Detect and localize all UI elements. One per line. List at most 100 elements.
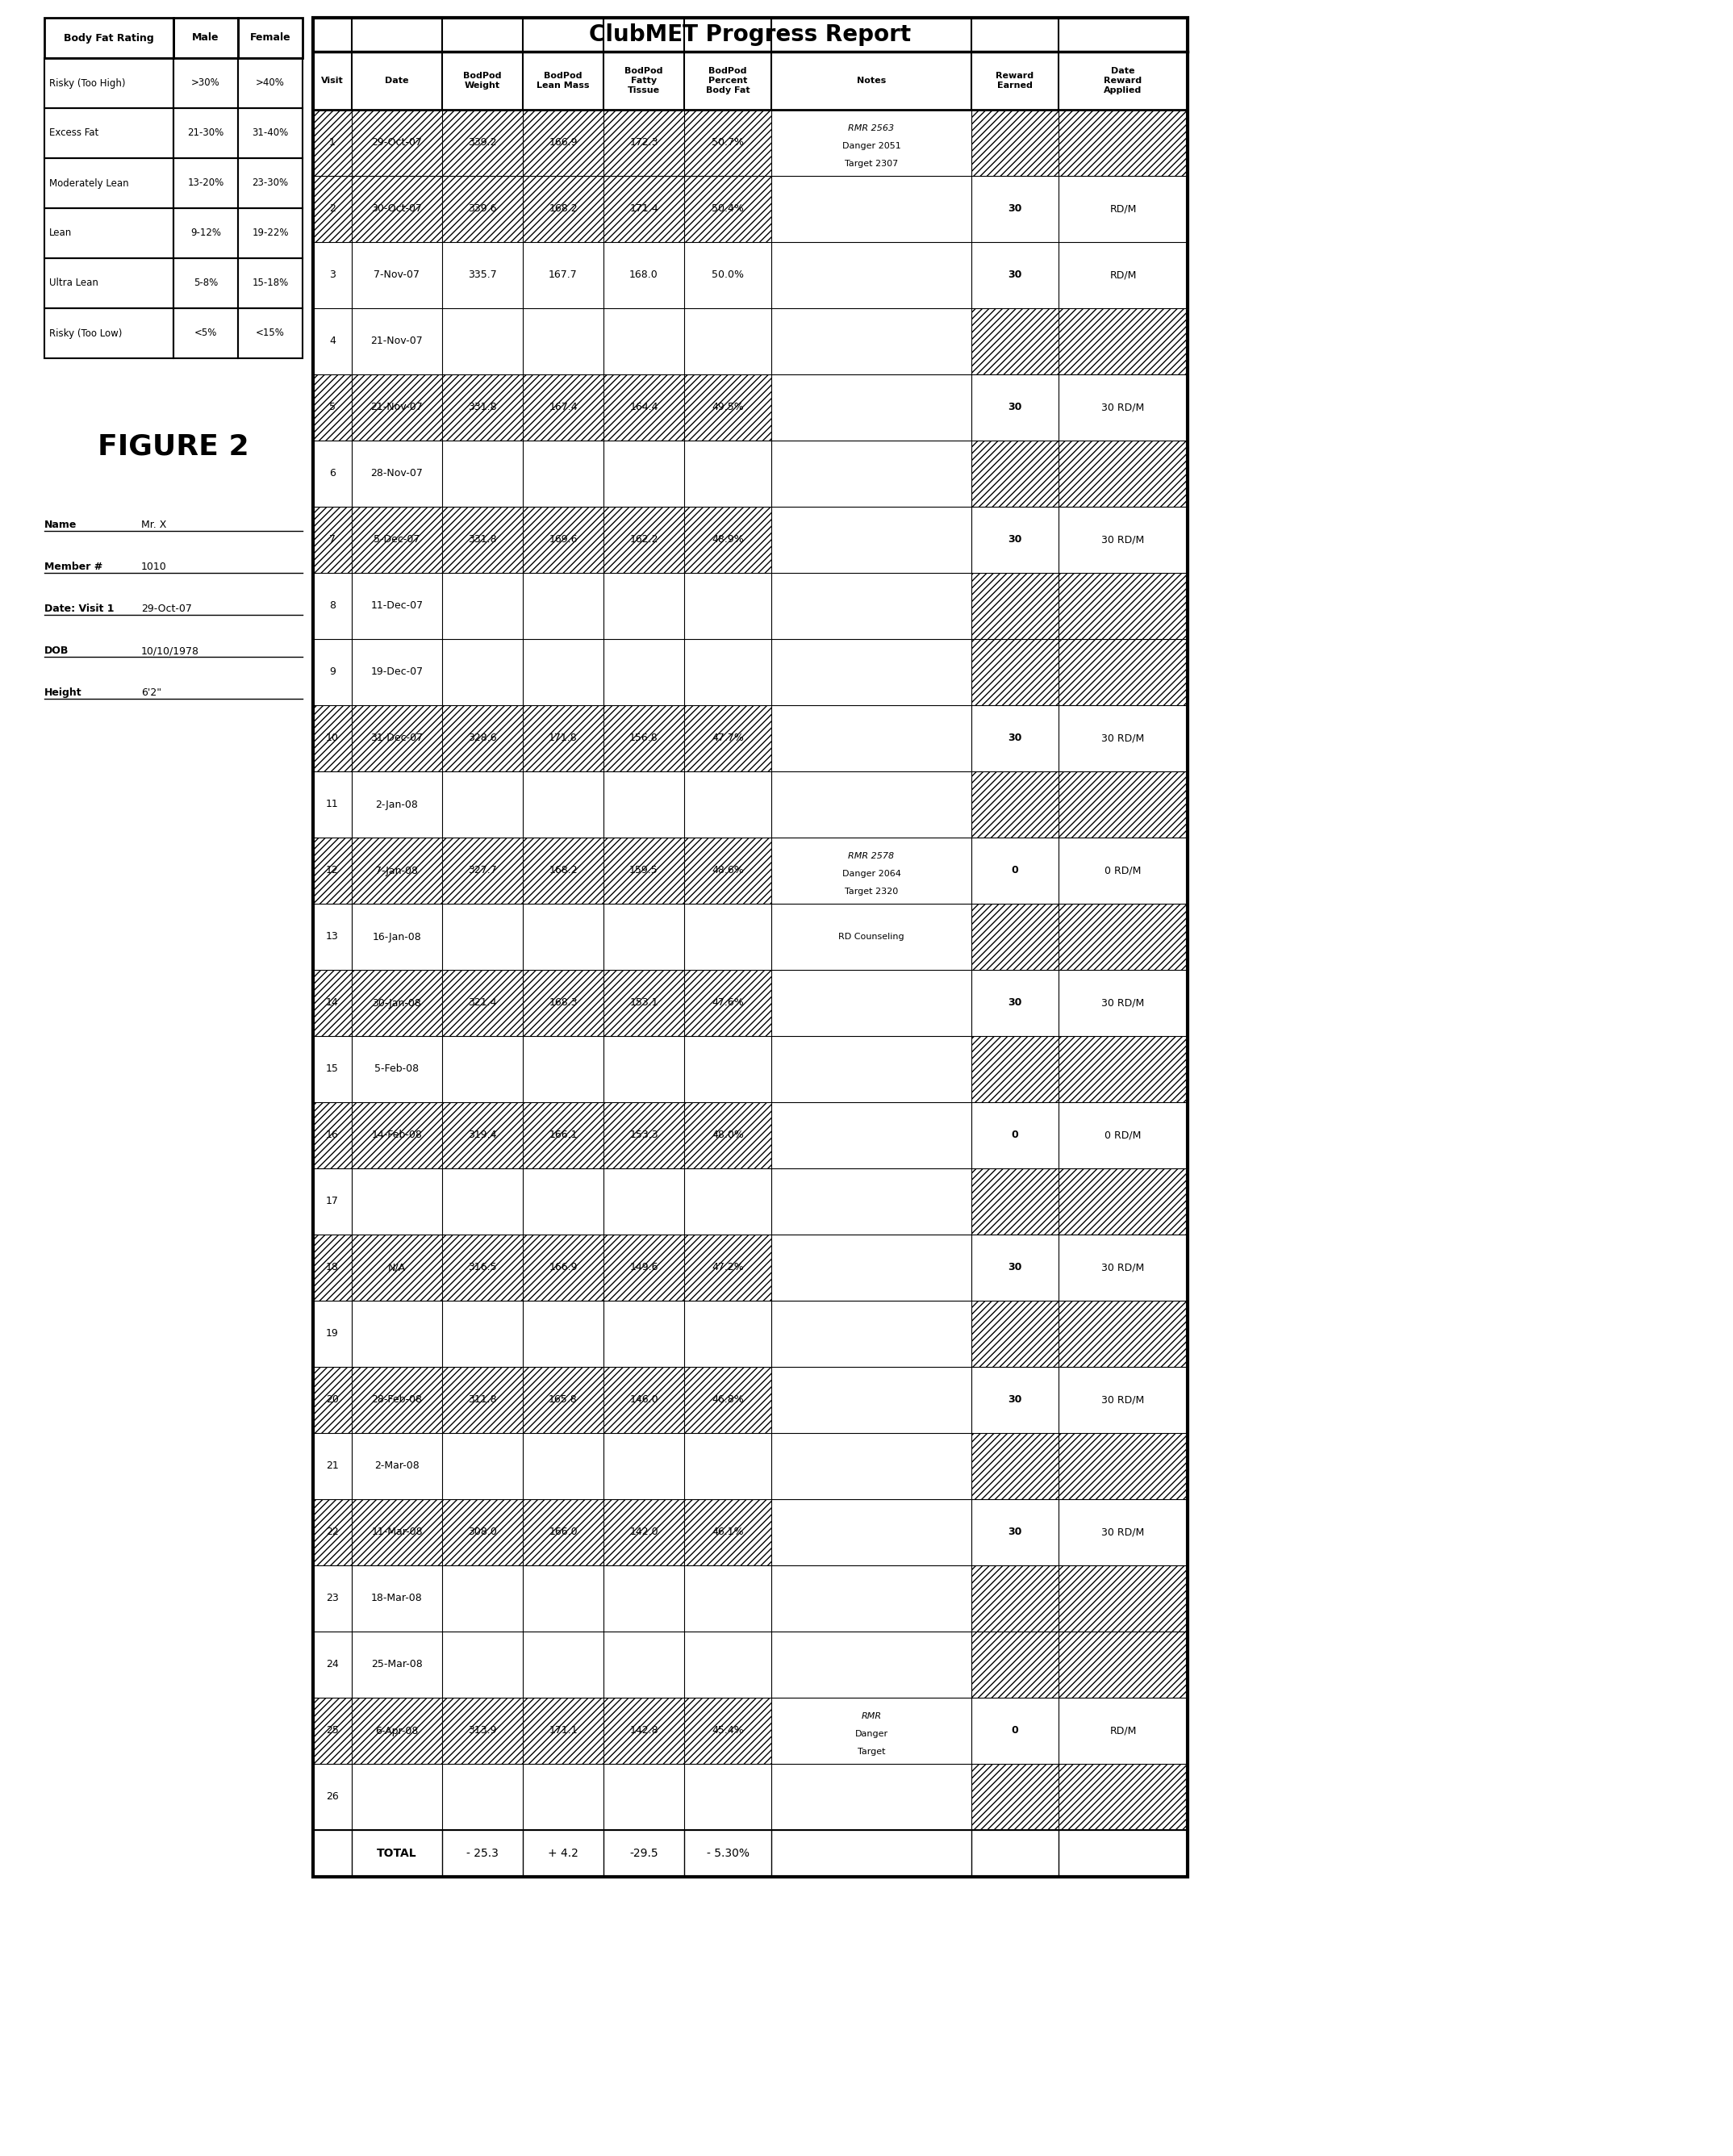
Text: RD/M: RD/M xyxy=(1109,270,1137,280)
Text: Height: Height xyxy=(45,688,81,699)
Bar xyxy=(685,705,771,772)
Bar xyxy=(685,177,771,241)
Text: 7: 7 xyxy=(329,535,336,545)
Text: 18: 18 xyxy=(326,1263,340,1272)
Bar xyxy=(352,177,442,241)
Text: Reward
Earned: Reward Earned xyxy=(996,71,1035,88)
Text: 14: 14 xyxy=(326,998,338,1009)
Text: 10: 10 xyxy=(326,733,340,744)
Text: 21-Nov-07: 21-Nov-07 xyxy=(371,336,423,347)
Text: 24: 24 xyxy=(326,1660,338,1671)
Text: 10/10/1978: 10/10/1978 xyxy=(140,645,199,655)
Text: 30 RD/M: 30 RD/M xyxy=(1102,403,1144,412)
Bar xyxy=(442,110,523,177)
Bar xyxy=(1059,440,1187,507)
Text: 11: 11 xyxy=(326,800,338,811)
Text: Date: Visit 1: Date: Visit 1 xyxy=(45,604,114,614)
Text: 30: 30 xyxy=(1009,733,1022,744)
Bar xyxy=(1059,1037,1187,1102)
Text: 48.0%: 48.0% xyxy=(712,1130,743,1141)
Text: 171.8: 171.8 xyxy=(549,733,577,744)
Text: FIGURE 2: FIGURE 2 xyxy=(97,433,250,461)
Text: 166.1: 166.1 xyxy=(549,1130,577,1141)
Bar xyxy=(972,772,1059,837)
Text: 165.8: 165.8 xyxy=(549,1395,577,1406)
Text: 19: 19 xyxy=(326,1328,338,1339)
Text: 168.3: 168.3 xyxy=(549,998,577,1009)
Bar xyxy=(173,58,237,108)
Text: 28-Feb-08: 28-Feb-08 xyxy=(371,1395,423,1406)
Bar xyxy=(972,903,1059,970)
Text: RMR: RMR xyxy=(861,1712,882,1720)
Bar xyxy=(523,970,603,1037)
Text: 30 RD/M: 30 RD/M xyxy=(1102,1395,1144,1406)
Text: 30 RD/M: 30 RD/M xyxy=(1102,733,1144,744)
Text: 13: 13 xyxy=(326,931,338,942)
Text: 168.0: 168.0 xyxy=(629,270,659,280)
Bar xyxy=(1059,772,1187,837)
Bar xyxy=(352,1102,442,1169)
Bar xyxy=(1059,903,1187,970)
Bar xyxy=(685,110,771,177)
Bar xyxy=(1059,573,1187,638)
Bar xyxy=(352,110,442,177)
Text: Female: Female xyxy=(250,32,291,43)
Text: RMR 2563: RMR 2563 xyxy=(847,125,894,132)
Text: 1010: 1010 xyxy=(140,561,166,571)
Bar xyxy=(603,1367,685,1434)
Bar xyxy=(352,375,442,440)
Text: 146.0: 146.0 xyxy=(629,1395,659,1406)
Bar xyxy=(685,970,771,1037)
Text: 6: 6 xyxy=(329,468,336,479)
Bar xyxy=(352,1367,442,1434)
Text: >40%: >40% xyxy=(256,78,284,88)
Text: 20: 20 xyxy=(326,1395,340,1406)
Text: 18-Mar-08: 18-Mar-08 xyxy=(371,1593,423,1604)
Text: DOB: DOB xyxy=(45,645,69,655)
Bar xyxy=(352,705,442,772)
Bar xyxy=(972,1565,1059,1632)
Text: 167.4: 167.4 xyxy=(549,403,577,412)
Text: 166.0: 166.0 xyxy=(549,1526,577,1537)
Text: Lean: Lean xyxy=(49,229,73,239)
Bar xyxy=(45,58,173,108)
Bar xyxy=(523,177,603,241)
Text: 15: 15 xyxy=(326,1063,340,1074)
Text: 142.8: 142.8 xyxy=(629,1725,659,1736)
Bar xyxy=(442,507,523,573)
Text: 3: 3 xyxy=(329,270,336,280)
Text: 30-Oct-07: 30-Oct-07 xyxy=(371,203,423,213)
Bar xyxy=(237,209,303,259)
Text: 166.9: 166.9 xyxy=(549,138,577,149)
Bar xyxy=(603,970,685,1037)
Text: 321.4: 321.4 xyxy=(468,998,497,1009)
Text: 23: 23 xyxy=(326,1593,338,1604)
Text: 13-20%: 13-20% xyxy=(187,179,224,188)
Bar xyxy=(603,507,685,573)
Text: - 25.3: - 25.3 xyxy=(466,1848,499,1858)
Text: 30: 30 xyxy=(1009,535,1022,545)
Text: 171.4: 171.4 xyxy=(629,203,659,213)
Text: RD/M: RD/M xyxy=(1109,1725,1137,1736)
Text: 23-30%: 23-30% xyxy=(251,179,288,188)
Bar xyxy=(352,1235,442,1300)
Bar xyxy=(442,177,523,241)
Text: 5-Feb-08: 5-Feb-08 xyxy=(374,1063,419,1074)
Text: 153.3: 153.3 xyxy=(629,1130,659,1141)
Text: 19-22%: 19-22% xyxy=(251,229,289,239)
Bar xyxy=(972,440,1059,507)
Text: 167.7: 167.7 xyxy=(549,270,577,280)
Text: <5%: <5% xyxy=(194,328,217,338)
Text: 2-Jan-08: 2-Jan-08 xyxy=(376,800,418,811)
Text: 1: 1 xyxy=(329,138,336,149)
Bar xyxy=(173,17,237,58)
Text: 30-Jan-08: 30-Jan-08 xyxy=(373,998,421,1009)
Bar xyxy=(352,507,442,573)
Bar xyxy=(237,58,303,108)
Text: 172.3: 172.3 xyxy=(629,138,659,149)
Text: 30 RD/M: 30 RD/M xyxy=(1102,1526,1144,1537)
Bar xyxy=(314,17,1187,1878)
Text: 7-Jan-08: 7-Jan-08 xyxy=(376,865,418,875)
Bar xyxy=(523,705,603,772)
Text: 21-Nov-07: 21-Nov-07 xyxy=(371,403,423,412)
